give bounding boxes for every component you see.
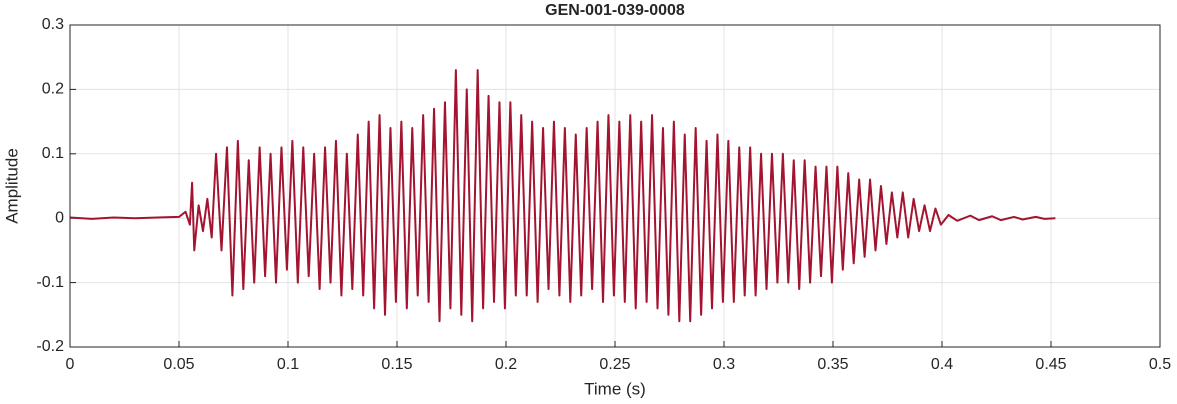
x-tick-label: 0.05	[163, 356, 194, 373]
y-tick-label: -0.1	[36, 274, 64, 291]
x-tick-label: 0.25	[599, 356, 630, 373]
x-tick-label: 0.3	[713, 356, 735, 373]
y-tick-label: -0.2	[36, 338, 64, 355]
y-tick-label: 0.2	[42, 81, 64, 98]
y-tick-label: 0	[55, 209, 64, 226]
x-tick-label: 0.45	[1035, 356, 1066, 373]
x-tick-label: 0.5	[1149, 356, 1171, 373]
chart-title: GEN-001-039-0008	[545, 2, 685, 19]
y-axis-label: Amplitude	[2, 148, 21, 224]
y-tick-label: 0.1	[42, 145, 64, 162]
x-tick-label: 0.35	[817, 356, 848, 373]
plot-frame	[69, 24, 1161, 348]
x-tick-label: 0.2	[495, 356, 517, 373]
x-tick-label: 0.4	[931, 356, 953, 373]
y-tick-label: 0.3	[42, 16, 64, 33]
x-tick-label: 0	[66, 356, 75, 373]
x-tick-label: 0.1	[277, 356, 299, 373]
x-tick-label: 0.15	[381, 356, 412, 373]
waveform-line	[69, 69, 1056, 323]
x-axis-label: Time (s)	[584, 379, 646, 398]
